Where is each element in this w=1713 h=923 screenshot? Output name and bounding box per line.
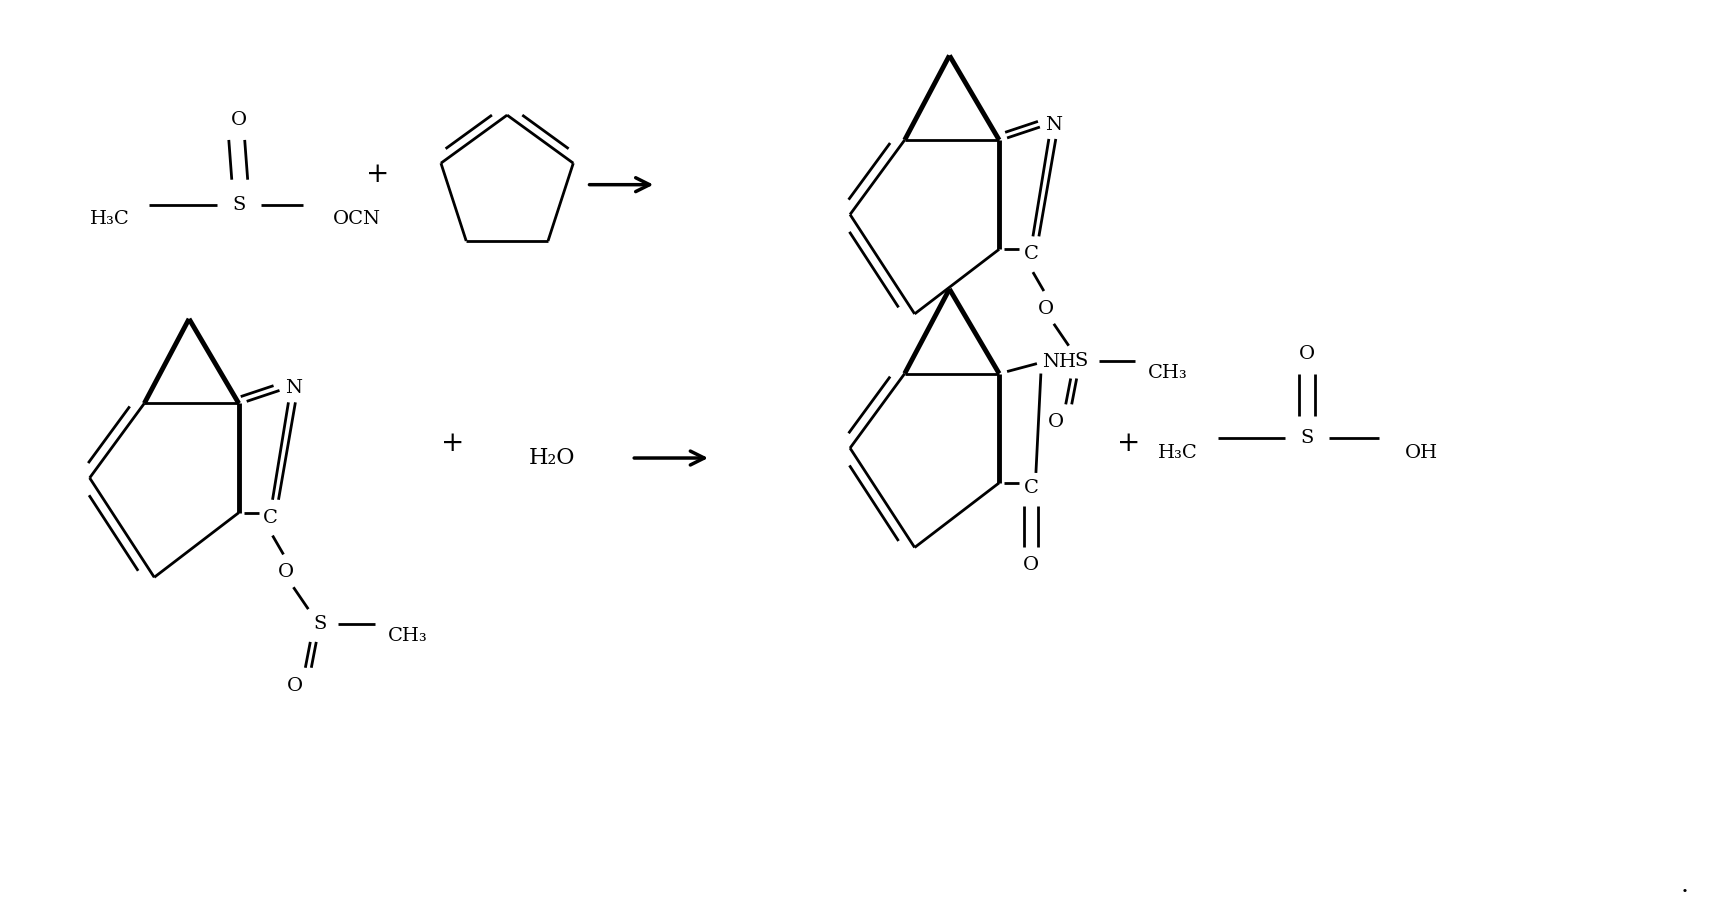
Text: +: + (1117, 429, 1141, 457)
Text: O: O (1048, 414, 1064, 431)
Text: O: O (231, 111, 247, 129)
Text: N: N (284, 379, 301, 398)
Text: O: O (288, 677, 303, 695)
Text: O: O (278, 563, 293, 581)
Text: .: . (1680, 874, 1689, 897)
Text: C: C (264, 509, 278, 527)
Text: S: S (1074, 352, 1088, 369)
Text: H₃C: H₃C (89, 210, 130, 229)
Text: S: S (313, 615, 327, 633)
Text: S: S (1300, 429, 1314, 447)
Text: C: C (1023, 479, 1038, 497)
Text: O: O (1038, 300, 1053, 318)
Text: OCN: OCN (332, 210, 382, 229)
Text: S: S (233, 196, 245, 213)
Text: +: + (367, 162, 389, 188)
Text: H₂O: H₂O (529, 447, 576, 469)
Text: +: + (440, 429, 464, 457)
Text: O: O (1298, 344, 1316, 363)
Text: CH₃: CH₃ (387, 627, 428, 645)
Text: N: N (1045, 116, 1062, 134)
Text: CH₃: CH₃ (1148, 364, 1189, 381)
Text: NH: NH (1042, 353, 1076, 371)
Text: OH: OH (1405, 444, 1437, 462)
Text: C: C (1023, 246, 1038, 263)
Text: H₃C: H₃C (1158, 444, 1197, 462)
Text: O: O (1023, 557, 1040, 574)
